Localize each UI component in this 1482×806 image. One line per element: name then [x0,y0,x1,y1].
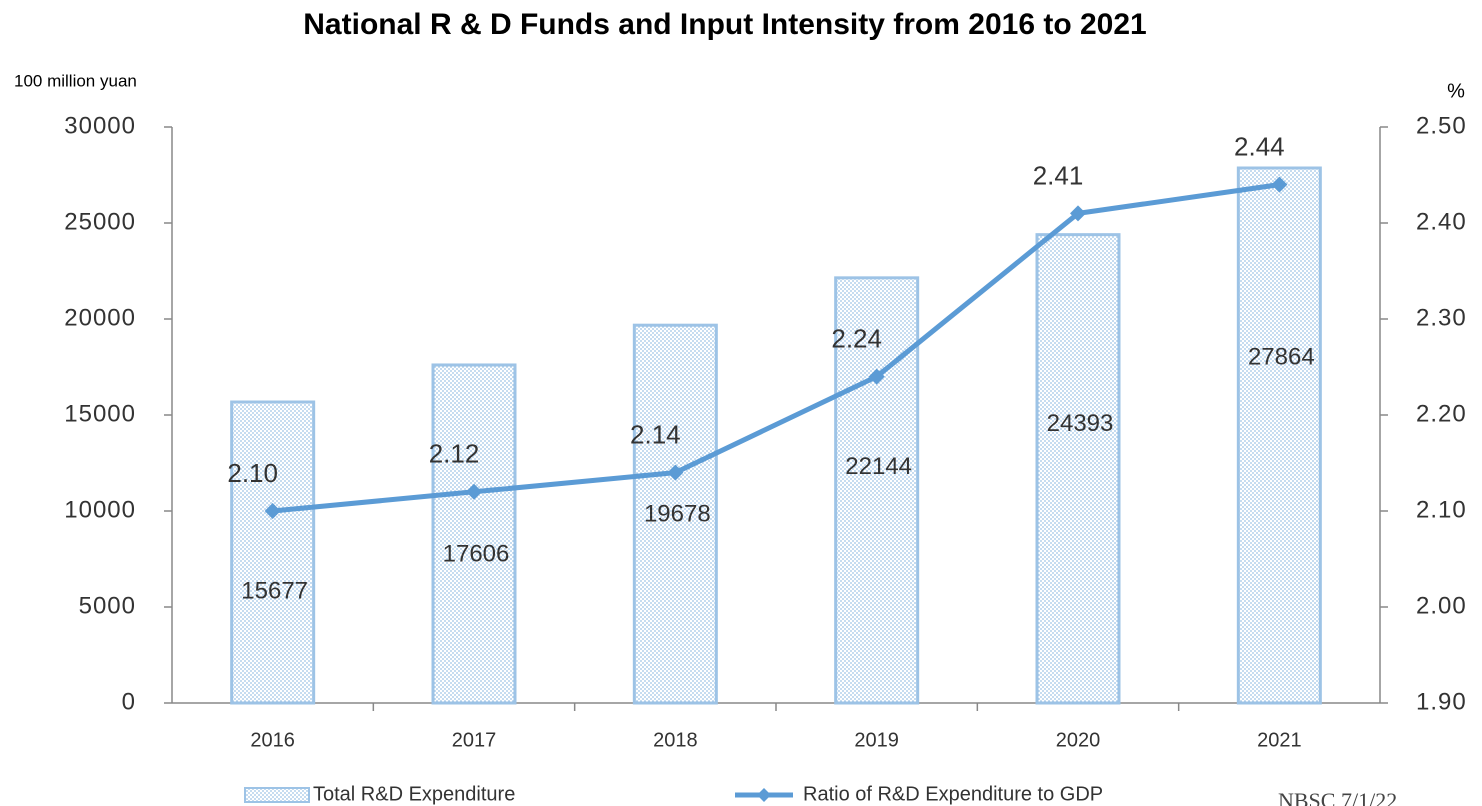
legend-swatch [244,787,310,803]
bar [230,400,316,705]
line-marker [1271,176,1288,193]
y2-axis-label: % [1447,80,1465,102]
y2-tick-label: 2.00 [1416,592,1467,619]
line [272,182,1280,514]
line-marker [466,483,482,500]
y-tick-label: 20000 [64,304,136,331]
legend-label: Ratio of R&D Expenditure to GDP [803,783,1103,805]
line-value-label: 2.12 [429,439,480,469]
bar [834,276,920,705]
y2-tick-label: 2.40 [1416,208,1467,235]
line-marker [264,503,281,519]
line-marker [667,464,684,481]
x-tick-label: 2016 [250,729,295,751]
x-tick-label: 2019 [854,729,899,751]
chart-title: National R & D Funds and Input Intensity… [303,8,1146,41]
bar-value-label: 15677 [241,577,308,604]
legend-label: Total R&D Expenditure [313,783,515,805]
y-tick-label: 5000 [79,592,136,619]
y-tick-label: 10000 [64,496,136,523]
y-tick-label: 0 [122,688,136,715]
legend-marker [757,788,771,802]
line-value-label: 2.24 [831,323,882,353]
x-tick-label: 2021 [1257,729,1302,751]
x-tick-label: 2020 [1056,729,1101,751]
y2-tick-label: 2.30 [1416,304,1467,331]
line-value-label: 2.10 [227,458,278,488]
x-tick-label: 2018 [653,729,698,751]
bar [1035,233,1121,705]
line-value-label: 2.41 [1033,160,1084,190]
bar [431,363,517,705]
bar-value-label: 17606 [443,540,510,567]
y-axis-label: 100 million yuan [14,71,137,90]
line-value-label: 2.44 [1234,131,1285,161]
x-tick-label: 2017 [452,729,497,751]
bar-value-label: 27864 [1248,343,1315,370]
footer: NBSC 7/1/22 [1278,788,1397,806]
line-marker [1070,205,1086,222]
line-marker [868,368,885,385]
bar-value-label: 19678 [644,501,711,528]
line-value-label: 2.14 [630,419,681,449]
y-tick-label: 15000 [64,400,136,427]
bar-value-label: 22144 [845,453,912,480]
y2-tick-label: 2.50 [1416,112,1467,139]
bar [632,323,718,705]
y2-tick-label: 1.90 [1416,688,1467,715]
bar-value-label: 24393 [1047,410,1114,437]
y2-tick-label: 2.20 [1416,400,1467,427]
bar [1236,166,1322,705]
y-tick-label: 25000 [64,208,136,235]
y2-tick-label: 2.10 [1416,496,1467,523]
y-tick-label: 30000 [64,112,136,139]
